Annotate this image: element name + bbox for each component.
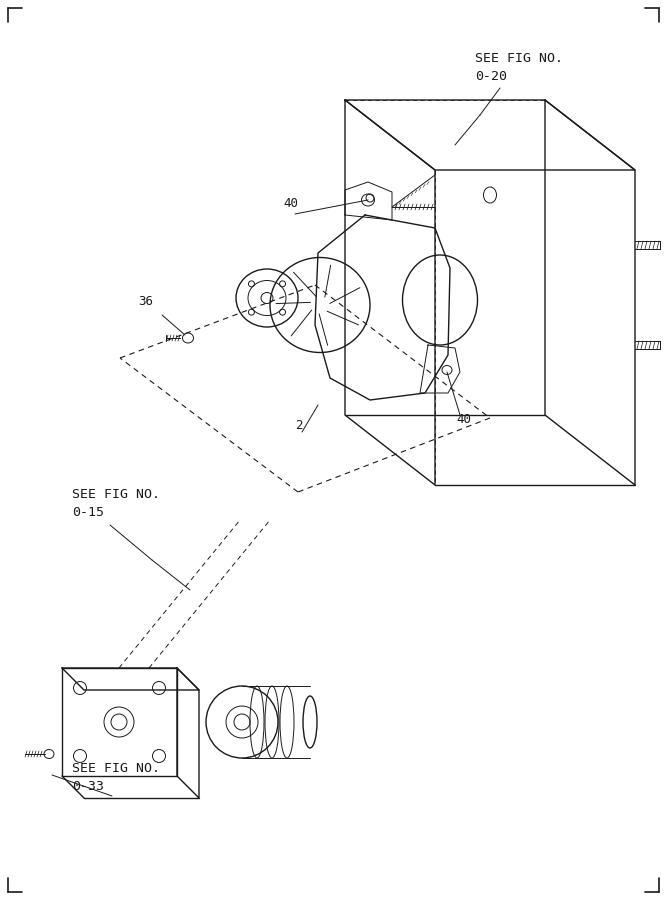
Text: 2: 2	[295, 419, 303, 432]
Text: 40: 40	[283, 197, 298, 210]
Text: SEE FIG NO.
0-20: SEE FIG NO. 0-20	[475, 52, 563, 83]
Text: SEE FIG NO.
0-33: SEE FIG NO. 0-33	[72, 762, 160, 793]
Text: SEE FIG NO.
0-15: SEE FIG NO. 0-15	[72, 488, 160, 519]
Text: 40: 40	[456, 413, 471, 426]
Text: 36: 36	[138, 295, 153, 308]
